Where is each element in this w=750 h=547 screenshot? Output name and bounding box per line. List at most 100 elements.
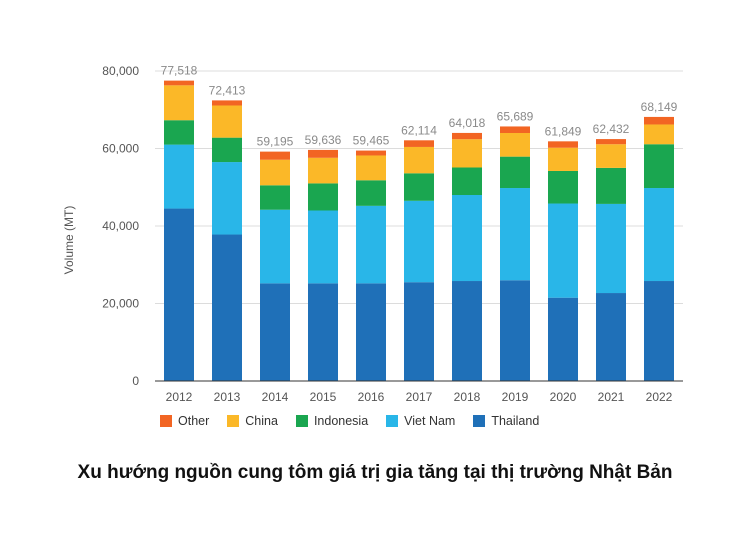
legend-item-indonesia: Indonesia <box>295 414 369 428</box>
stacked-bar-chart: 0 20,000 40,000 60,000 80,000 77,518 72,413 59… <box>62 64 683 404</box>
bar-segment-thailand <box>404 282 434 381</box>
legend-item-thailand: Thailand <box>473 414 539 428</box>
y-tick-label: 20,000 <box>102 297 139 311</box>
legend-swatch <box>227 415 240 427</box>
y-axis-ticks: 0 20,000 40,000 60,000 80,000 <box>102 64 139 388</box>
x-tick-label: 2015 <box>310 390 337 404</box>
bar-segment-other <box>548 141 578 148</box>
bar-segment-indonesia <box>500 156 530 189</box>
bar-segment-indonesia <box>356 180 386 206</box>
x-axis-ticks: 2012 2013 2014 2015 2016 2017 2018 2019 2020 2021… <box>166 390 673 404</box>
bar-segment-other <box>644 116 674 125</box>
y-tick-label: 60,000 <box>102 142 139 156</box>
bar-segment-viet-nam <box>452 195 482 282</box>
total-data-label: 62,114 <box>401 123 437 137</box>
bar-segment-indonesia <box>596 167 626 204</box>
legend-label: Thailand <box>491 414 540 428</box>
y-tick-label: 80,000 <box>102 64 139 78</box>
bar-segment-viet-nam <box>404 200 434 283</box>
bar-segment-indonesia <box>164 120 194 145</box>
legend-label: Viet Nam <box>404 414 456 428</box>
legend-label: Other <box>178 414 210 428</box>
legend-swatch <box>473 415 486 427</box>
bar-segment-indonesia <box>644 144 674 189</box>
bar-segment-other <box>308 149 338 158</box>
bar-segment-china <box>404 146 434 174</box>
total-data-label: 61,849 <box>545 124 582 138</box>
bar-segment-thailand <box>356 283 386 381</box>
bar-segment-indonesia <box>212 137 242 163</box>
chart-caption: Xu hướng nguồn cung tôm giá trị gia tăng… <box>77 462 673 483</box>
bar-segment-thailand <box>644 281 674 381</box>
bar-segment-viet-nam <box>548 203 578 298</box>
bars <box>164 80 674 381</box>
bar-segment-china <box>500 133 530 157</box>
total-data-label: 77,518 <box>161 64 198 78</box>
bar-segment-other <box>404 140 434 147</box>
y-tick-label: 40,000 <box>102 219 139 233</box>
bar-segment-thailand <box>452 281 482 381</box>
x-tick-label: 2016 <box>358 390 385 404</box>
bar-segment-other <box>260 151 290 160</box>
x-tick-label: 2013 <box>214 390 241 404</box>
total-data-label: 64,018 <box>449 116 486 130</box>
bar-segment-viet-nam <box>500 188 530 281</box>
legend-label: China <box>245 414 278 428</box>
legend-item-other: Other <box>160 414 209 428</box>
bar-segment-indonesia <box>548 170 578 204</box>
x-tick-label: 2012 <box>166 390 193 404</box>
bar-segment-china <box>548 147 578 171</box>
bar-segment-viet-nam <box>356 205 386 284</box>
bar-segment-china <box>260 159 290 186</box>
bar-segment-indonesia <box>452 167 482 195</box>
bar-segment-indonesia <box>308 183 338 211</box>
bar-segment-viet-nam <box>212 162 242 235</box>
bar-segment-thailand <box>596 293 626 381</box>
bar-segment-viet-nam <box>308 210 338 284</box>
bar-segment-thailand <box>308 283 338 381</box>
bar-segment-china <box>596 144 626 168</box>
legend-swatch <box>386 415 399 427</box>
legend-item-viet-nam: Viet Nam <box>386 414 455 428</box>
bar-segment-other <box>596 139 626 145</box>
x-tick-label: 2018 <box>454 390 481 404</box>
x-tick-label: 2022 <box>646 390 673 404</box>
bar-segment-viet-nam <box>164 144 194 209</box>
total-data-label: 62,432 <box>593 122 630 136</box>
bar-segment-thailand <box>164 208 194 381</box>
x-tick-label: 2019 <box>502 390 529 404</box>
bar-segment-other <box>212 100 242 106</box>
bar-segment-indonesia <box>404 173 434 201</box>
legend-swatch <box>295 415 308 427</box>
x-tick-label: 2021 <box>598 390 625 404</box>
bar-segment-indonesia <box>260 185 290 210</box>
bar-segment-china <box>164 85 194 121</box>
bar-segment-other <box>356 150 386 156</box>
x-tick-label: 2020 <box>550 390 577 404</box>
bar-segment-other <box>164 80 194 86</box>
legend-label: Indonesia <box>313 414 369 428</box>
total-data-label: 65,689 <box>497 109 534 123</box>
bar-segment-viet-nam <box>644 188 674 282</box>
total-labels: 77,518 72,413 59,195 59,636 59,465 62,114 64,0… <box>161 64 678 149</box>
bar-segment-thailand <box>500 280 530 381</box>
legend-item-china: China <box>227 414 278 428</box>
bar-segment-thailand <box>212 234 242 381</box>
bar-segment-other <box>500 126 530 133</box>
bar-segment-viet-nam <box>596 203 626 294</box>
y-tick-label: 0 <box>132 374 139 388</box>
bar-segment-china <box>644 124 674 145</box>
total-data-label: 72,413 <box>209 83 246 97</box>
bar-segment-china <box>452 139 482 168</box>
bar-segment-viet-nam <box>260 209 290 284</box>
legend: Other China Indonesia Viet Nam Thailand <box>160 414 539 428</box>
bar-segment-thailand <box>548 297 578 381</box>
x-tick-label: 2014 <box>262 390 289 404</box>
bar-segment-china <box>356 155 386 181</box>
legend-swatch <box>160 415 172 427</box>
x-tick-label: 2017 <box>406 390 433 404</box>
total-data-label: 68,149 <box>641 100 678 114</box>
bar-segment-thailand <box>260 283 290 381</box>
bar-segment-other <box>452 132 482 140</box>
total-data-label: 59,636 <box>305 133 342 147</box>
